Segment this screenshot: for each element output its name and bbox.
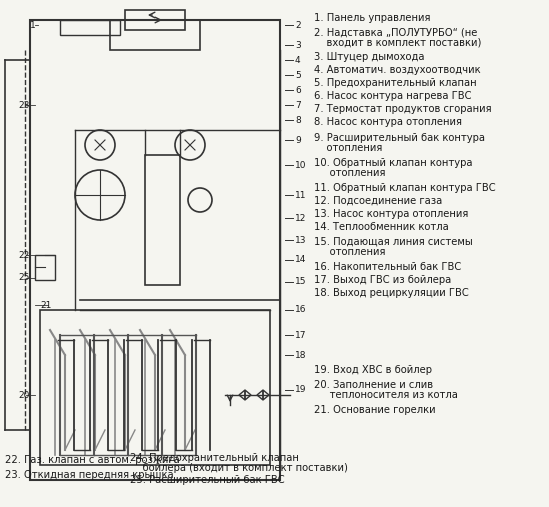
Bar (40, 310, 270, 465)
Text: 6: 6 (295, 86, 301, 94)
Text: 23: 23 (18, 100, 30, 110)
Text: 19: 19 (295, 385, 306, 394)
Bar (60, 20, 120, 35)
Text: 21: 21 (40, 301, 52, 309)
Text: 22: 22 (18, 250, 29, 260)
Text: 9: 9 (295, 135, 301, 144)
Text: 13: 13 (295, 235, 306, 244)
Text: 3. Штуцер дымохода: 3. Штуцер дымохода (314, 52, 424, 62)
Text: 24. Предохранительный клапан: 24. Предохранительный клапан (130, 453, 299, 463)
Text: 11. Обратный клапан контура ГВС: 11. Обратный клапан контура ГВС (314, 183, 496, 193)
Text: 20: 20 (18, 390, 30, 400)
Text: 22. Газ. клапан с автом. розжига: 22. Газ. клапан с автом. розжига (5, 455, 180, 465)
Text: 10. Обратный клапан контура: 10. Обратный клапан контура (314, 158, 473, 168)
Text: 21. Основание горелки: 21. Основание горелки (314, 405, 435, 415)
Bar (30, 20, 280, 480)
Text: 6. Насос контура нагрева ГВС: 6. Насос контура нагрева ГВС (314, 91, 472, 101)
Text: 18: 18 (295, 350, 306, 359)
Text: 4: 4 (295, 55, 301, 64)
Text: 19. Вход ХВС в бойлер: 19. Вход ХВС в бойлер (314, 365, 432, 375)
Text: 17. Выход ГВС из бойлера: 17. Выход ГВС из бойлера (314, 275, 451, 285)
Text: 7. Термостат продуктов сгорания: 7. Термостат продуктов сгорания (314, 104, 491, 114)
Text: 25: 25 (18, 273, 30, 282)
Text: теплоносителя из котла: теплоносителя из котла (314, 390, 458, 400)
Text: 3: 3 (295, 41, 301, 50)
Text: отопления: отопления (314, 247, 385, 257)
Text: 15. Подающая линия системы: 15. Подающая линия системы (314, 237, 473, 247)
Text: 4. Автоматич. воздухоотводчик: 4. Автоматич. воздухоотводчик (314, 65, 480, 75)
Text: 1. Панель управления: 1. Панель управления (314, 13, 430, 23)
Text: 15: 15 (295, 277, 306, 286)
Text: входит в комплект поставки): входит в комплект поставки) (314, 37, 481, 47)
Text: бойлера (входит в комплект поставки): бойлера (входит в комплект поставки) (130, 463, 348, 473)
Text: 14: 14 (295, 256, 306, 265)
Text: отопления: отопления (314, 143, 382, 153)
Text: 8. Насос контура отопления: 8. Насос контура отопления (314, 117, 462, 127)
Text: 2: 2 (295, 20, 301, 29)
Text: 9. Расширительный бак контура: 9. Расширительный бак контура (314, 133, 485, 143)
Bar (35, 255, 55, 280)
Text: 5. Предохранительный клапан: 5. Предохранительный клапан (314, 78, 477, 88)
Text: 17: 17 (295, 331, 306, 340)
Text: 13. Насос контура отопления: 13. Насос контура отопления (314, 209, 468, 219)
Text: 14. Теплообменник котла: 14. Теплообменник котла (314, 222, 449, 232)
Text: 1: 1 (30, 20, 36, 29)
Text: 11: 11 (295, 191, 306, 199)
Text: 7: 7 (295, 100, 301, 110)
Text: 5: 5 (295, 70, 301, 80)
Text: 8: 8 (295, 116, 301, 125)
Bar (125, 10, 185, 30)
Text: 16. Накопительный бак ГВС: 16. Накопительный бак ГВС (314, 262, 461, 272)
Text: 18. Выход рециркуляции ГВС: 18. Выход рециркуляции ГВС (314, 288, 469, 298)
Text: 2. Надставка „ПОЛУТУРБО“ (не: 2. Надставка „ПОЛУТУРБО“ (не (314, 27, 478, 37)
Text: 12. Подсоединение газа: 12. Подсоединение газа (314, 196, 442, 206)
Text: 23. Откидная передняя крышка: 23. Откидная передняя крышка (5, 470, 173, 480)
Text: отопления: отопления (314, 168, 385, 178)
Bar (145, 155, 180, 285)
Text: 25. Расширительный бак ГВС: 25. Расширительный бак ГВС (130, 475, 284, 485)
Text: 16: 16 (295, 306, 306, 314)
Text: 20. Заполнение и слив: 20. Заполнение и слив (314, 380, 433, 390)
Text: 12: 12 (295, 213, 306, 223)
Text: 10: 10 (295, 161, 306, 169)
Bar (110, 20, 200, 50)
